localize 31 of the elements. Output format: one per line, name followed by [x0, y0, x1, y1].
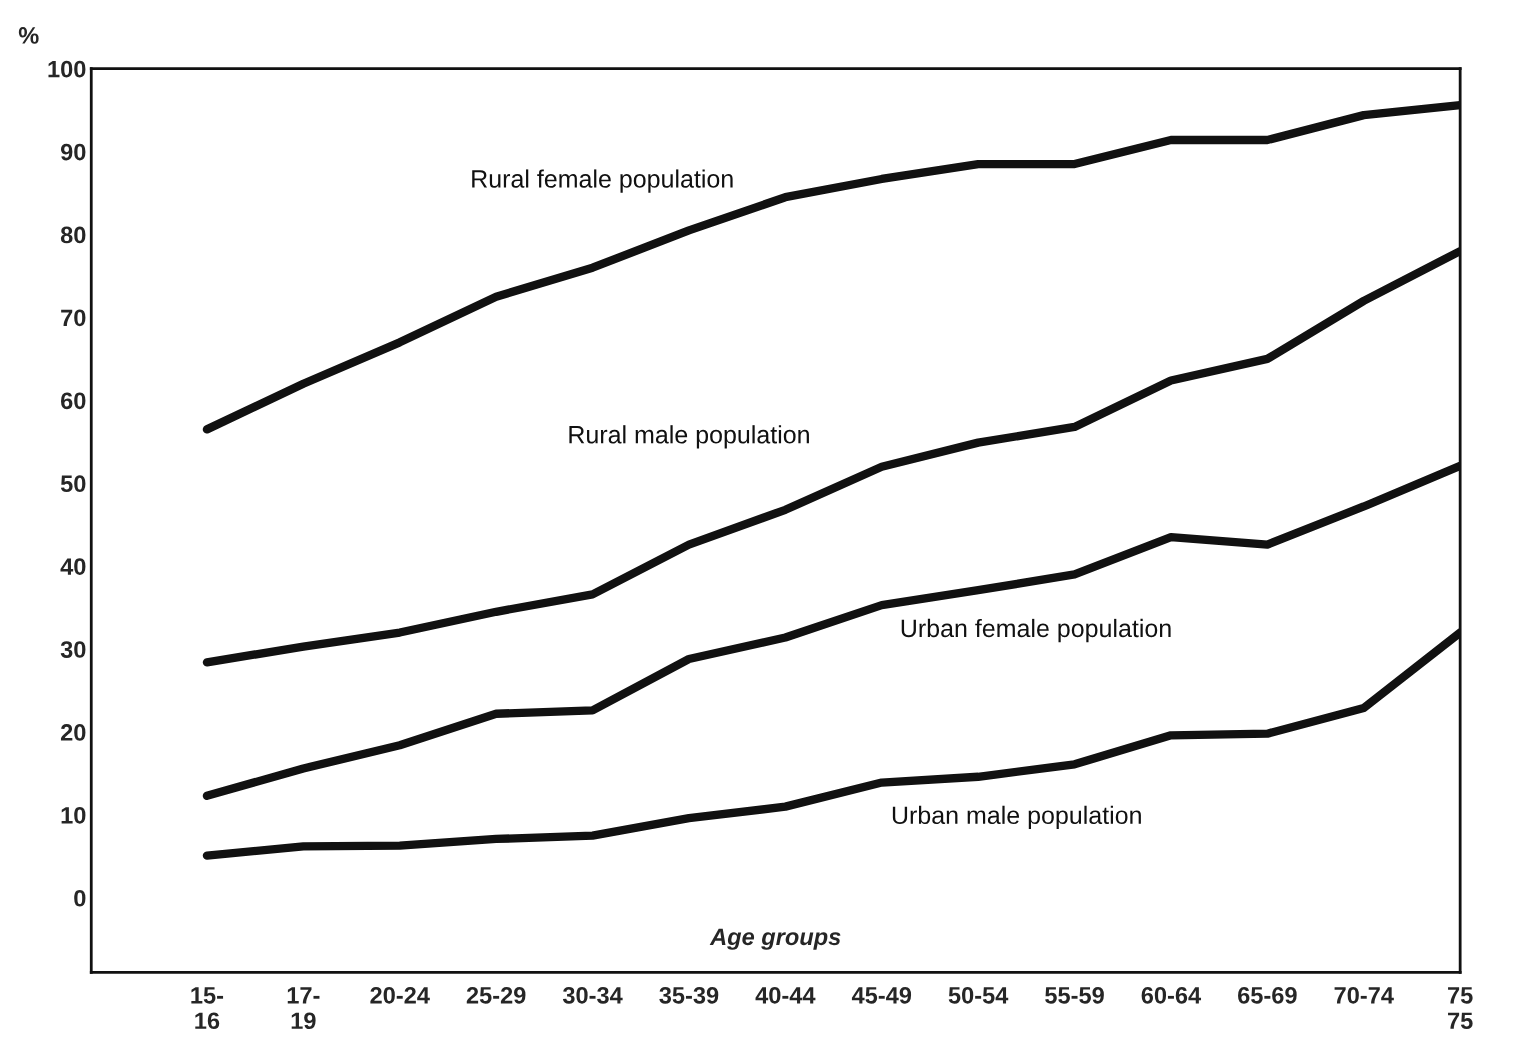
y-tick-label: 60: [61, 392, 86, 410]
x-tick-label: 70-74: [1334, 986, 1394, 1004]
x-tick-label: 65-69: [1238, 986, 1297, 1004]
y-tick-label: 50: [60, 475, 86, 493]
y-axis-title: %: [18, 27, 39, 44]
x-tick-label: 15- 16: [191, 987, 224, 1030]
series-label: Rural male population: [569, 425, 809, 449]
y-tick-label: 10: [61, 806, 86, 824]
x-tick-label: 35-39: [659, 986, 719, 1004]
y-tick-label: 30: [60, 641, 86, 658]
x-tick-label: 17- 19: [287, 987, 320, 1030]
y-tick-label: 100: [48, 60, 86, 78]
series-label: Rural female population: [472, 169, 733, 193]
y-tick-label: 20: [60, 724, 86, 741]
y-tick-label: 70: [61, 309, 86, 327]
x-tick-label: 25-29: [466, 986, 526, 1004]
x-tick-label: 60-64: [1141, 986, 1202, 1004]
x-tick-label: 45-49: [851, 986, 912, 1004]
x-axis-title: Age groups: [709, 928, 841, 950]
x-tick-label: 55-59: [1045, 986, 1104, 1004]
x-tick-label: 75 75: [1448, 987, 1473, 1030]
x-tick-label: 40-44: [755, 986, 816, 1004]
x-tick-label: 30-34: [562, 986, 623, 1004]
y-tick-label: 40: [60, 558, 86, 575]
x-tick-label: 20-24: [370, 986, 430, 1004]
y-tick-label: 80: [60, 226, 86, 244]
x-tick-label: 50-54: [948, 986, 1009, 1004]
y-tick-label: 0: [74, 889, 86, 907]
series-label: Urban male population: [892, 805, 1141, 830]
y-tick-label: 90: [60, 143, 86, 161]
series-label: Urban female population: [901, 618, 1171, 643]
